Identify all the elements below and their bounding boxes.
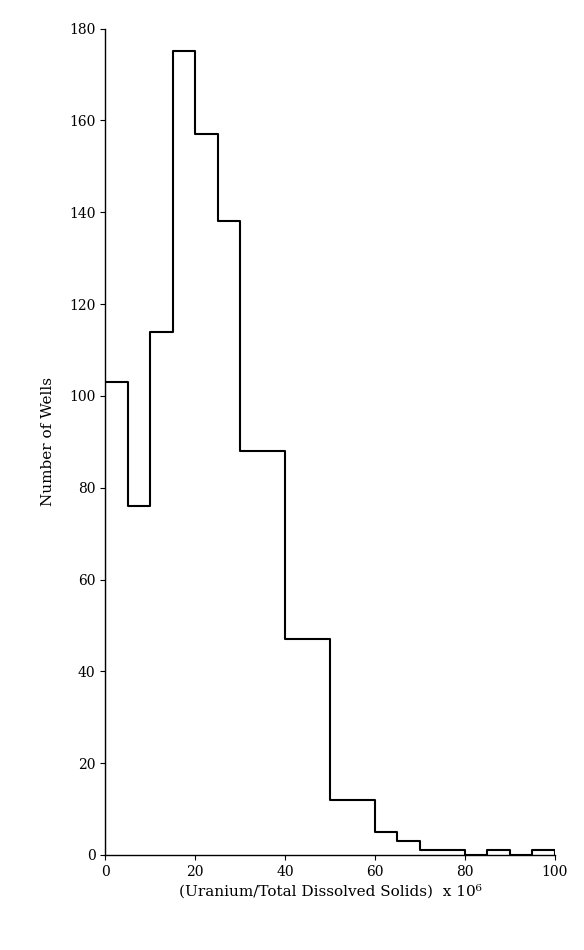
Y-axis label: Number of Wells: Number of Wells	[41, 377, 55, 506]
X-axis label: (Uranium/Total Dissolved Solids)  x 10⁶: (Uranium/Total Dissolved Solids) x 10⁶	[179, 884, 481, 899]
